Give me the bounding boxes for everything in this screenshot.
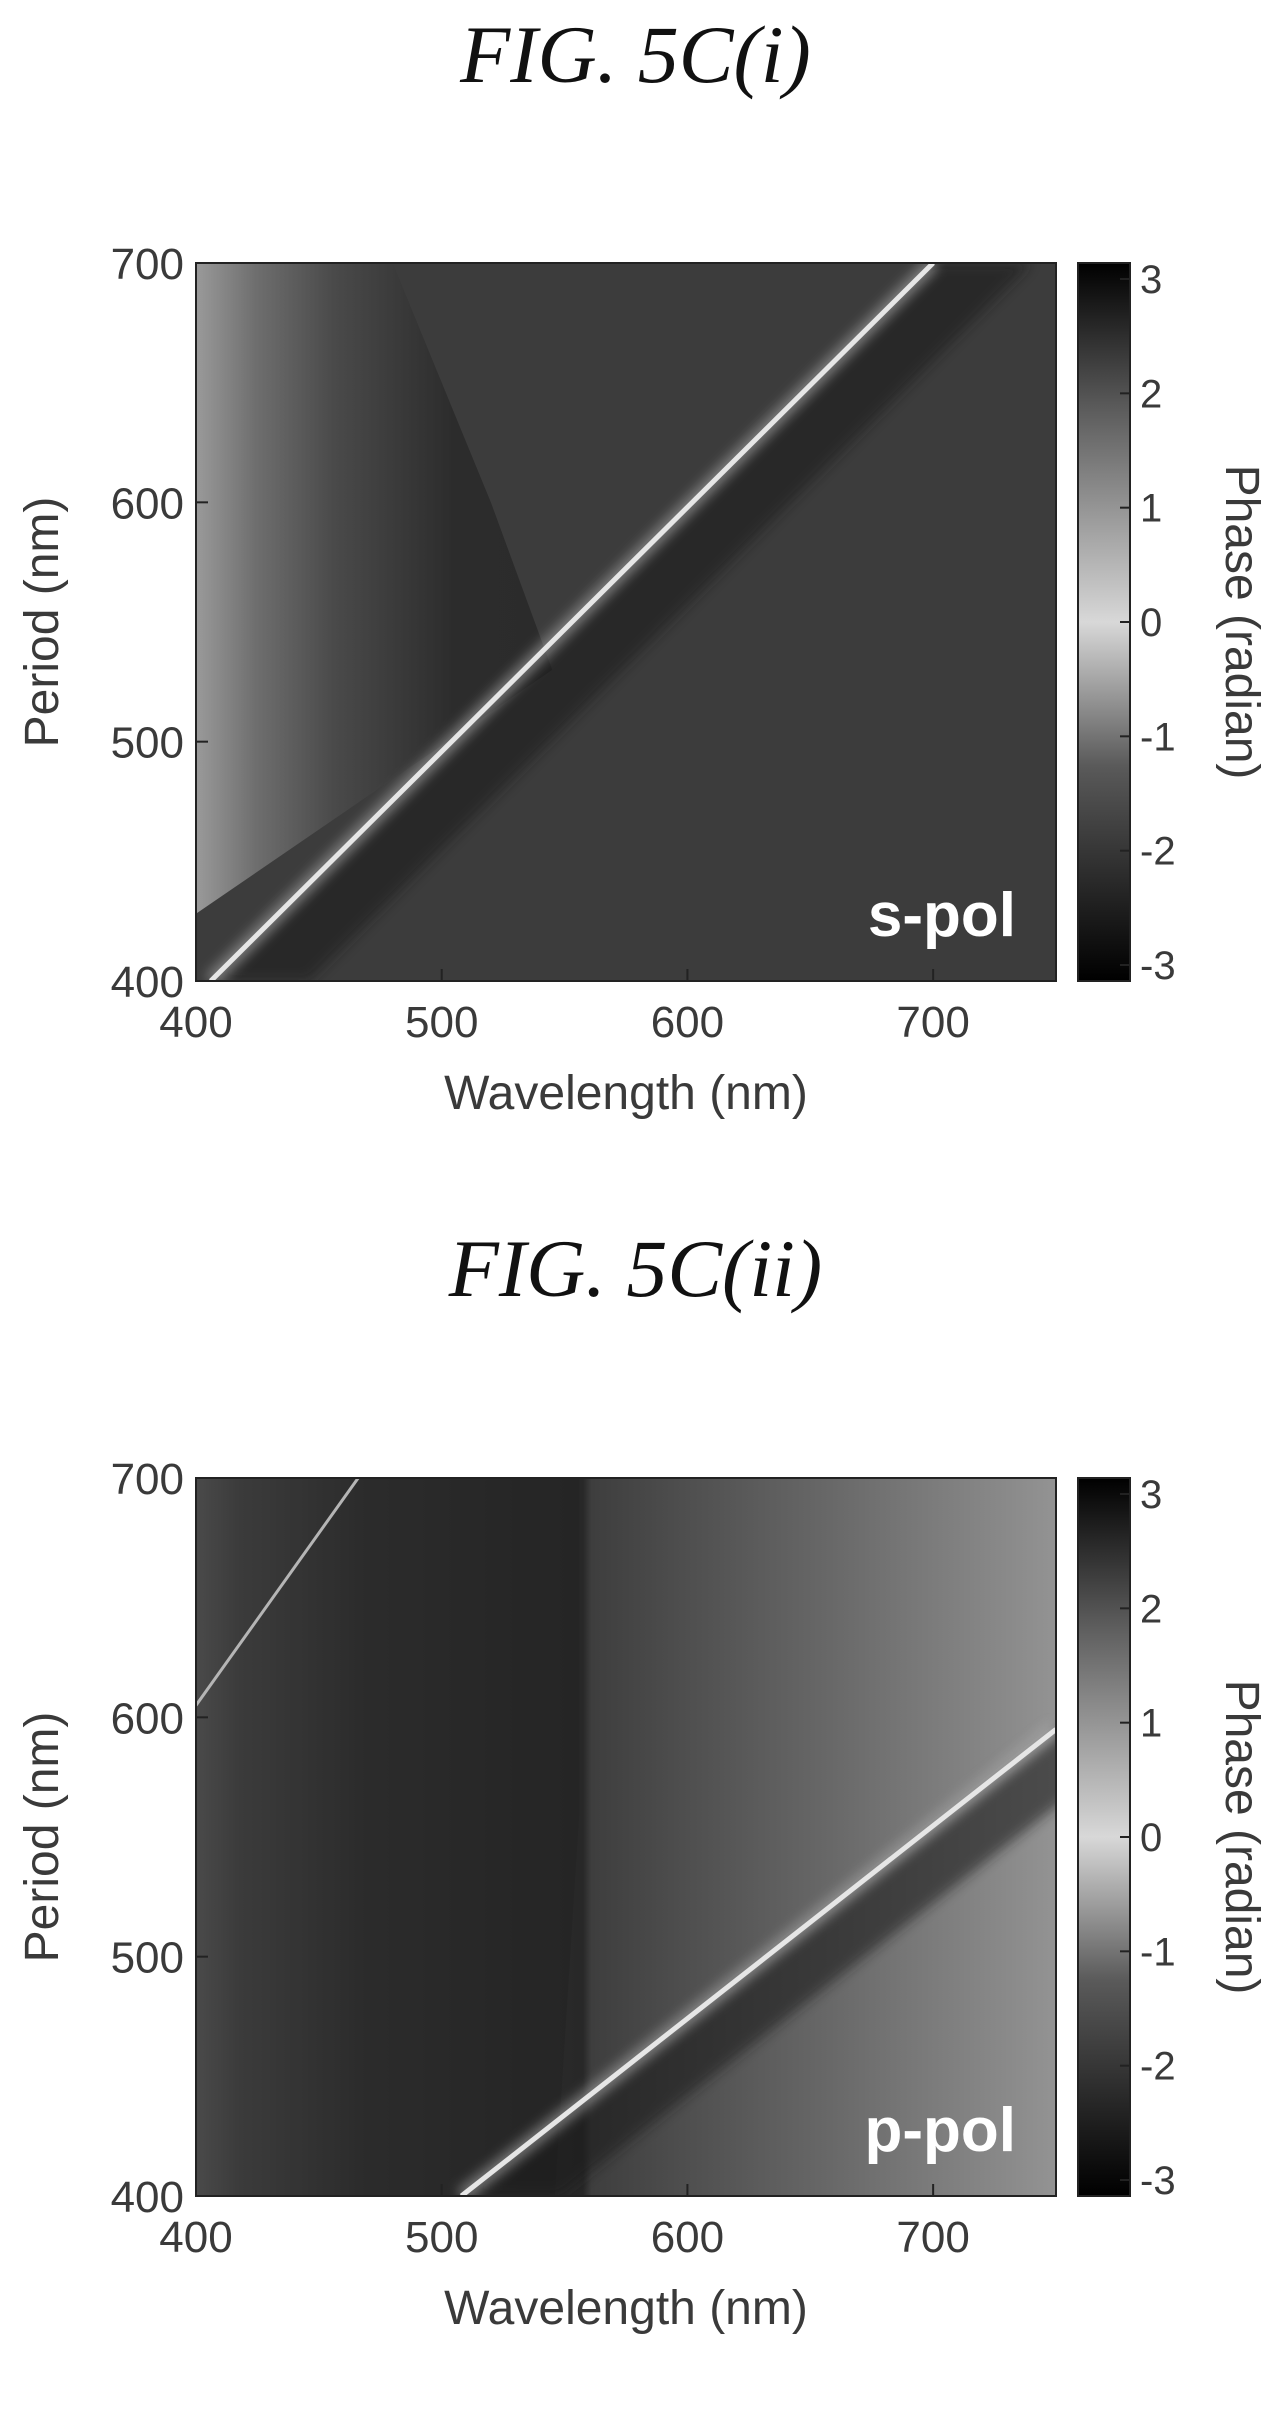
heatmap-field (196, 263, 1056, 981)
colorbar-tick-label: 0 (1140, 601, 1162, 645)
polarization-label: s-pol (868, 881, 1016, 950)
x-tick-label: 400 (159, 998, 232, 1047)
x-tick-label: 700 (896, 998, 969, 1047)
chart-panel-p-pol: p-pol 400 500 600 700 400 500 600 700 Wavelength … (16, 1455, 1268, 2335)
y-tick-label: 600 (111, 479, 184, 528)
y-tick-label: 700 (111, 1455, 184, 1504)
y-tick-label: 600 (111, 1694, 184, 1743)
colorbar-tick-label: -3 (1140, 2159, 1176, 2203)
colorbar-label: Phase (radian) (1215, 1680, 1268, 1995)
y-tick-label: 400 (111, 958, 184, 1007)
x-axis-label: Wavelength (nm) (444, 2282, 808, 2335)
colorbar-tick-label: -2 (1140, 2045, 1176, 2089)
secondary-resonance-line (196, 1478, 360, 1707)
y-axis-label: Period (nm) (16, 1712, 69, 1963)
colorbar-tick-label: 3 (1140, 1473, 1162, 1517)
colorbar-tick-label: 2 (1140, 1587, 1162, 1631)
colorbar-tick-label: 1 (1140, 487, 1162, 531)
x-tick-label: 600 (651, 2213, 724, 2262)
x-tick-label: 400 (159, 2213, 232, 2262)
x-tick-label: 500 (405, 2213, 478, 2262)
figure-title: FIG. 5C(ii) (448, 1223, 823, 1314)
y-axis-label: Period (nm) (16, 497, 69, 748)
y-tick-label: 500 (111, 719, 184, 768)
x-axis-label: Wavelength (nm) (444, 1067, 808, 1120)
heatmap-field (196, 1478, 1056, 2196)
x-tick-label: 700 (896, 2213, 969, 2262)
colorbar-tick-label: -2 (1140, 830, 1176, 874)
colorbar-tick-label: 1 (1140, 1702, 1162, 1746)
resonance-line (208, 263, 935, 981)
resonance-line (459, 1727, 1056, 2196)
colorbar-tick-label: 2 (1140, 372, 1162, 416)
phase-region (196, 1478, 580, 2196)
chart-panel-s-pol: s-pol 400 500 600 700 400 500 600 700 Wavelength … (16, 240, 1268, 1120)
plot-frame (195, 1477, 1057, 2197)
y-tick-label: 400 (111, 2173, 184, 2222)
y-tick-label: 500 (111, 1934, 184, 1983)
colorbar-tick-label: 0 (1140, 1816, 1162, 1860)
figure-title: FIG. 5C(i) (460, 9, 811, 100)
colorbar-label: Phase (radian) (1215, 465, 1268, 780)
y-tick-label: 700 (111, 240, 184, 289)
colorbar-tick-label: -1 (1140, 1930, 1176, 1974)
colorbar-tick-label: -3 (1140, 944, 1176, 988)
colorbar-tick-label: 3 (1140, 258, 1162, 302)
x-tick-label: 600 (651, 998, 724, 1047)
resonance-shadow (210, 263, 1032, 981)
colorbar-tick-label: -1 (1140, 715, 1176, 759)
plot-frame (195, 262, 1057, 982)
polarization-label: p-pol (865, 2096, 1017, 2165)
x-tick-label: 500 (405, 998, 478, 1047)
